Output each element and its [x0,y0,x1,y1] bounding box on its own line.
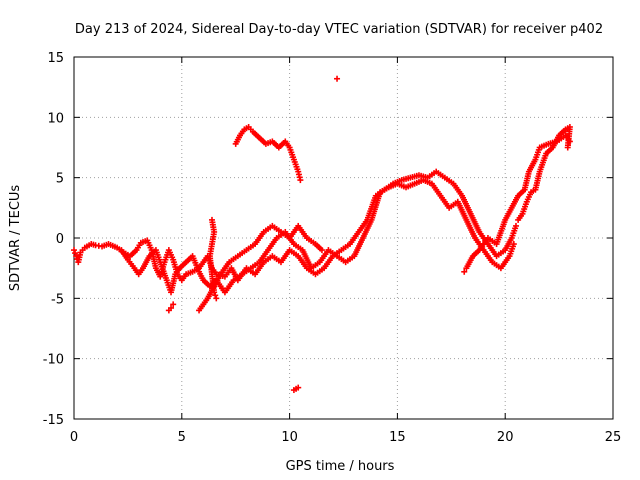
y-tick-label: -10 [43,353,64,368]
y-tick-label: 15 [47,51,64,66]
data-point [212,292,219,299]
y-tick-label: 10 [47,111,64,126]
data-point [461,268,468,275]
y-tick-label: -5 [51,292,64,307]
axis-ticks: 0 5 10 15 20 25 -15 -10 -5 0 5 10 15 [43,51,622,445]
x-tick-label: 5 [178,430,186,445]
x-tick-label: 15 [389,430,406,445]
data-point [71,247,77,254]
data-point [170,301,177,308]
y-tick-label: -15 [43,413,64,428]
data-point [334,75,341,82]
data-point [318,247,325,254]
chart-title: Day 213 of 2024, Sidereal Day-to-day VTE… [75,22,603,37]
x-tick-label: 10 [281,430,298,445]
grid [74,57,613,419]
x-axis-label: GPS time / hours [286,459,395,474]
data-point [211,289,218,296]
y-tick-label: 0 [56,232,64,247]
x-tick-label: 0 [70,430,78,445]
data-point [290,387,297,394]
data-point [295,384,302,391]
x-tick-label: 25 [605,430,622,445]
data-point [73,253,80,260]
x-tick-label: 20 [497,430,514,445]
y-tick-label: 5 [56,172,64,187]
data-point [72,250,79,257]
data-point [168,304,175,311]
y-axis-label: SDTVAR / TECUs [8,185,23,292]
data-point [510,241,517,248]
data-point [512,222,519,229]
data-point [213,295,220,302]
data-points [71,75,573,394]
data-point [297,177,304,184]
data-point [564,144,571,151]
